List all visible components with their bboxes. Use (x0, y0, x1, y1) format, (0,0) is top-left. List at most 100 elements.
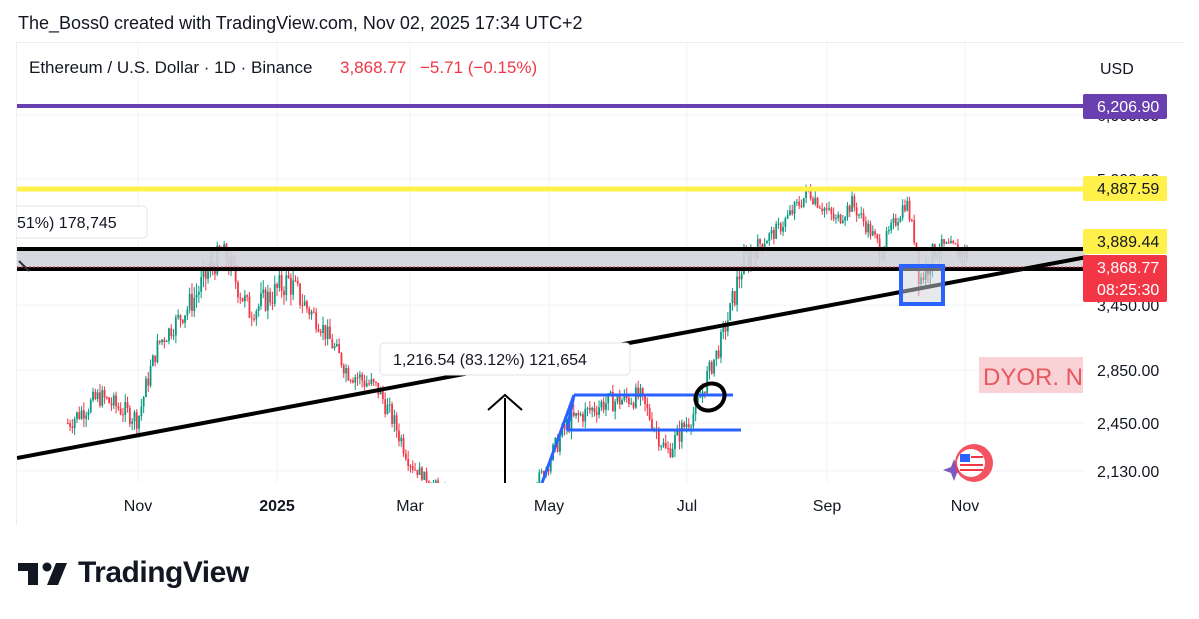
candle-body (766, 241, 768, 244)
candle-body (105, 397, 108, 399)
candle-body (271, 302, 274, 304)
tag-yellow-top: 4,887.59 (1097, 181, 1159, 198)
candle-body (257, 306, 260, 312)
candle-body (349, 380, 352, 382)
candle-body (805, 189, 807, 198)
candle-body (131, 421, 134, 424)
candle-body (280, 275, 283, 291)
candle-body (575, 413, 577, 416)
candle-body (299, 283, 301, 306)
candle-body (784, 218, 787, 227)
candle-body (363, 380, 366, 387)
candle-body (853, 196, 856, 208)
time-axis: Nov 2025 Mar May Jul Sep Nov (17, 483, 1085, 525)
candle-body (593, 407, 596, 413)
tag-purple-bg (1083, 94, 1167, 119)
candle-body (779, 223, 782, 232)
measure-label-left: 51%) 178,745 (17, 215, 117, 232)
tag-countdown: 08:25:30 (1097, 282, 1159, 299)
candle-body (80, 410, 83, 419)
candle-body (954, 243, 957, 245)
candle-body (634, 387, 637, 408)
candle-body (138, 415, 140, 429)
candle-body (425, 471, 428, 482)
candle-body (731, 291, 734, 304)
candle-body (722, 325, 725, 332)
price-chart[interactable]: 51%) 178,745 1,216.54 (83.12%) 121,654 E… (17, 43, 1184, 525)
candle-body (680, 422, 683, 442)
tag-yellow-mid-bg (1083, 229, 1167, 254)
candle-body (713, 359, 715, 374)
candle-body (283, 290, 285, 296)
candle-body (161, 339, 163, 343)
candle-body (671, 448, 674, 458)
candle-body (885, 231, 888, 247)
candle-body (547, 468, 550, 472)
candle-body (124, 402, 127, 415)
header-price: 3,868.77 (340, 58, 406, 77)
us-flag-icon[interactable] (955, 444, 993, 482)
candle-body (174, 317, 177, 336)
candle-body (786, 214, 789, 219)
candle-body (112, 395, 115, 406)
candle-body (294, 280, 297, 282)
candle-body (85, 415, 88, 419)
candle-body (69, 423, 71, 427)
candle-body (409, 466, 412, 468)
candle-body (892, 218, 895, 223)
candle-body (237, 282, 239, 298)
candle-body (651, 419, 653, 430)
candle-body (331, 339, 334, 349)
candle-body (577, 413, 580, 416)
candle-body (759, 239, 761, 244)
candle-body (163, 339, 166, 342)
y-tick-label: 2,450.00 (1097, 416, 1159, 433)
candle-body (579, 414, 582, 416)
candle-body (76, 412, 78, 420)
sparkle-icon[interactable] (943, 459, 965, 481)
candle-body (618, 395, 621, 405)
candle-body (915, 242, 918, 251)
candle-body (556, 437, 559, 452)
candle-body (887, 230, 890, 232)
chart-credit: The_Boss0 created with TradingView.com, … (18, 13, 583, 33)
candle-body (782, 226, 784, 232)
tag-yellow-top-bg (1083, 176, 1167, 201)
candle-body (662, 442, 665, 447)
tag-last-bg (1083, 255, 1167, 302)
breakout-ellipse (693, 381, 727, 413)
x-tick-label: Jul (677, 498, 697, 515)
candle-body (660, 446, 663, 448)
candle-body (218, 245, 221, 249)
candle-body (234, 264, 237, 283)
candle-body (99, 392, 101, 406)
candle-body (308, 308, 311, 315)
candle-body (407, 459, 410, 467)
candle-body (253, 318, 255, 320)
candle-body (73, 419, 76, 429)
candle-body (181, 319, 184, 323)
candle-body (821, 208, 824, 212)
candle-body (248, 296, 251, 318)
candle-body (172, 335, 175, 337)
candle-body (395, 415, 398, 431)
candle-body (411, 466, 414, 470)
symbol-title: Ethereum / U.S. Dollar · 1D · Binance (29, 58, 312, 77)
candle-body (262, 289, 265, 294)
candle-body (347, 367, 350, 381)
tag-purple: 6,206.90 (1097, 99, 1159, 116)
candle-body (703, 391, 706, 394)
candle-body (158, 340, 161, 343)
candle-body (361, 374, 364, 381)
x-tick-label: Nov (951, 498, 979, 515)
brand-name: TradingView (78, 556, 249, 589)
candle-body (151, 355, 154, 367)
candle-body (733, 291, 736, 305)
candle-body (738, 276, 741, 280)
candle-body (340, 353, 343, 366)
chart-area[interactable]: 51%) 178,745 1,216.54 (83.12%) 121,654 E… (16, 42, 1184, 525)
x-tick-label: 2025 (259, 498, 295, 515)
candle-body (418, 467, 421, 476)
candle-body (628, 397, 630, 404)
candle-body (667, 448, 669, 450)
